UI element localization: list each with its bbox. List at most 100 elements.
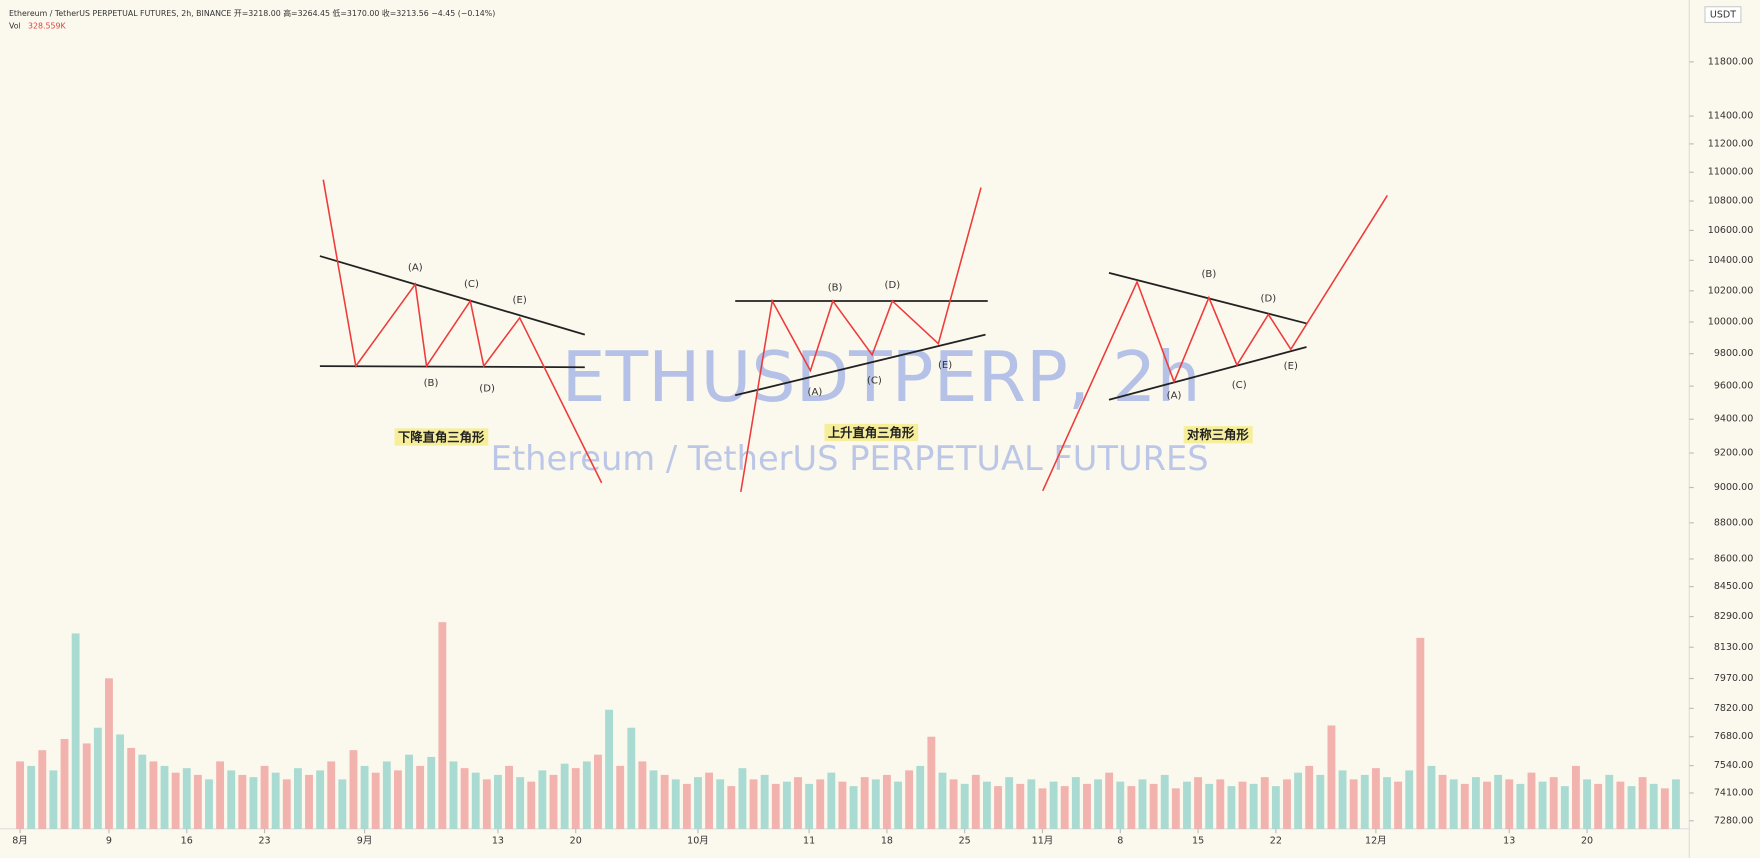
y-tick-label: 11000.00	[1708, 167, 1753, 178]
point-label: (A)	[808, 387, 823, 398]
y-tick-label: 9400.00	[1714, 414, 1753, 425]
volume-bar	[1371, 768, 1380, 829]
volume-bar	[716, 779, 725, 829]
volume-bar	[882, 774, 891, 829]
volume-bar	[1238, 781, 1247, 829]
x-tick-label: 20	[1581, 836, 1593, 847]
y-tick-label: 8800.00	[1714, 517, 1753, 528]
volume-bar	[1616, 781, 1625, 829]
x-tick-label: 15	[1192, 836, 1204, 847]
title-highlight	[824, 423, 919, 442]
volume-bar	[1594, 783, 1603, 829]
price-path	[740, 187, 982, 493]
volume-bar	[1138, 779, 1147, 829]
volume-bar	[1205, 783, 1214, 829]
volume-bar	[516, 777, 525, 829]
y-tick-label: 10200.00	[1708, 285, 1753, 296]
volume-bar	[49, 770, 58, 829]
volume-bar	[1583, 779, 1591, 829]
y-tick-label: 7540.00	[1714, 760, 1753, 771]
volume-bar	[1405, 770, 1414, 829]
x-tick-label: 12月	[1365, 836, 1387, 847]
volume-bar	[1338, 770, 1347, 829]
x-tick-label: 18	[881, 836, 893, 847]
y-tick-label: 7410.00	[1714, 787, 1753, 798]
volume-bar	[116, 734, 125, 829]
volume-bar	[849, 786, 858, 829]
point-label: (D)	[885, 280, 901, 291]
volume-bar	[1505, 779, 1514, 829]
volume-bar	[1460, 783, 1469, 829]
volume-bar	[205, 779, 213, 829]
volume-bar	[905, 770, 914, 829]
y-tick-label: 8450.00	[1714, 581, 1753, 592]
volume-bar	[238, 774, 247, 829]
volume-bar	[1360, 774, 1369, 829]
volume-bar	[1527, 772, 1536, 829]
volume-bar	[494, 774, 502, 829]
volume-bar	[1171, 788, 1180, 829]
x-tick-label: 13	[492, 836, 504, 847]
volume-bar	[1216, 779, 1225, 829]
volume-bar	[938, 772, 947, 829]
x-tick-label: 9	[106, 836, 112, 847]
volume-bar	[1349, 779, 1358, 829]
y-tick-label: 11200.00	[1708, 138, 1753, 149]
volume-bar	[894, 781, 902, 829]
volume-bar	[1449, 779, 1458, 829]
volume-bar	[16, 761, 24, 829]
volume-bar	[994, 786, 1002, 829]
volume-bar	[1116, 781, 1125, 829]
y-tick-label: 7820.00	[1714, 703, 1753, 714]
volume-bar	[827, 772, 836, 829]
volume-bar	[660, 774, 669, 829]
volume-bar	[871, 779, 880, 829]
volume-bar	[505, 765, 513, 829]
volume-bar	[738, 768, 747, 829]
volume-bar	[460, 768, 469, 829]
volume-bar	[616, 765, 625, 829]
volume-bar	[571, 768, 580, 829]
pattern-descending	[319, 179, 603, 484]
x-tick-label: 11	[803, 836, 815, 847]
volume-value: 328.559K	[28, 21, 66, 30]
price-path	[1042, 194, 1389, 492]
point-label: (C)	[867, 376, 882, 387]
volume-bar	[305, 774, 313, 829]
volume-bar	[271, 772, 280, 829]
volume-bar	[1283, 779, 1291, 829]
volume-bar	[1005, 777, 1014, 829]
volume-bar	[249, 777, 258, 829]
volume-bar	[1060, 786, 1069, 829]
volume-bar	[338, 779, 347, 829]
x-tick-label: 20	[570, 836, 582, 847]
volume-bar	[471, 772, 480, 829]
volume-bar	[1572, 765, 1580, 829]
volume-bar	[1416, 637, 1425, 829]
pattern-title: 下降直角三角形	[398, 429, 485, 444]
volume-bar	[327, 761, 336, 829]
volume-bar	[1305, 765, 1314, 829]
y-tick-label: 8290.00	[1714, 611, 1753, 622]
volume-bar	[1316, 774, 1325, 829]
x-tick-label: 8月	[12, 836, 28, 847]
y-tick-label: 10400.00	[1708, 255, 1753, 266]
volume-bar	[1183, 781, 1191, 829]
volume-bar	[1471, 777, 1480, 829]
volume-bar	[1071, 777, 1080, 829]
point-label: (B)	[828, 282, 843, 293]
volume-bar	[582, 761, 591, 829]
volume-bar	[149, 761, 158, 829]
unit-box	[1704, 6, 1742, 24]
volume-bar	[1105, 772, 1114, 829]
volume-bar	[138, 754, 147, 829]
volume-bar	[1027, 779, 1036, 829]
point-label: (E)	[513, 295, 527, 306]
x-tick-label: 23	[258, 836, 270, 847]
symbol-header: Ethereum / TetherUS PERPETUAL FUTURES, 2…	[9, 8, 495, 18]
y-tick-label: 10800.00	[1708, 196, 1753, 207]
volume-bar	[1494, 774, 1503, 829]
volume-bar	[527, 781, 536, 829]
trend-line	[319, 365, 585, 369]
